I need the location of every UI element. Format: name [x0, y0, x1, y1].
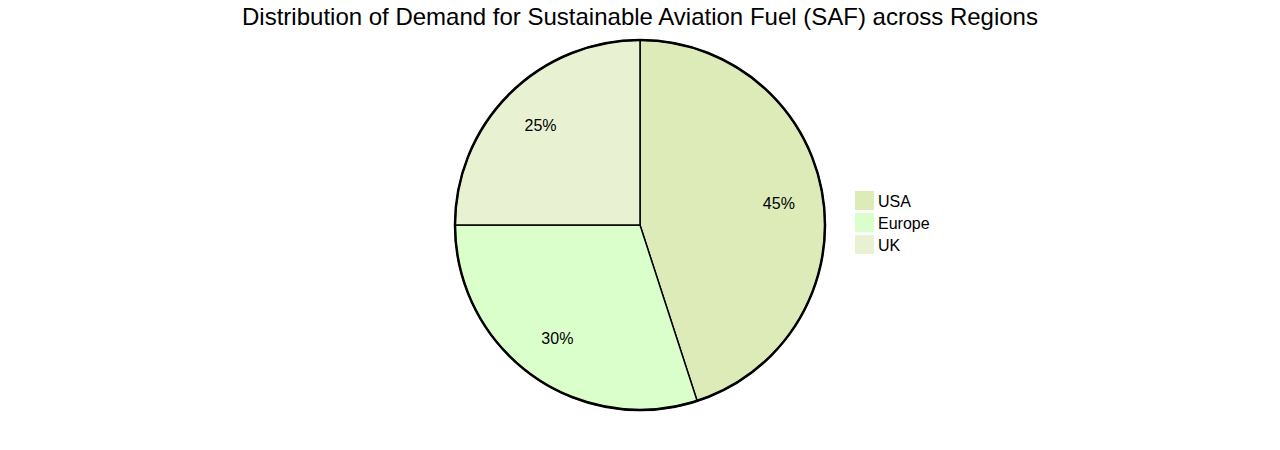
pie-border: [455, 40, 825, 410]
legend-label: UK: [878, 237, 901, 254]
chart-title: Distribution of Demand for Sustainable A…: [242, 3, 1038, 30]
data-label: 45%: [763, 195, 795, 212]
legend-swatch: [855, 191, 874, 210]
data-labels: 45% 30% 25%: [525, 117, 795, 347]
legend-label: USA: [878, 193, 911, 210]
legend: USA Europe UK: [855, 191, 930, 254]
pie-group: [455, 40, 825, 410]
data-label: 30%: [541, 330, 573, 347]
legend-label: Europe: [878, 215, 930, 232]
legend-swatch: [855, 235, 874, 254]
legend-swatch: [855, 213, 874, 232]
chart-svg: Distribution of Demand for Sustainable A…: [0, 0, 1280, 450]
pie-slice: [455, 225, 697, 410]
pie-slice: [455, 40, 640, 225]
data-label: 25%: [525, 117, 557, 134]
